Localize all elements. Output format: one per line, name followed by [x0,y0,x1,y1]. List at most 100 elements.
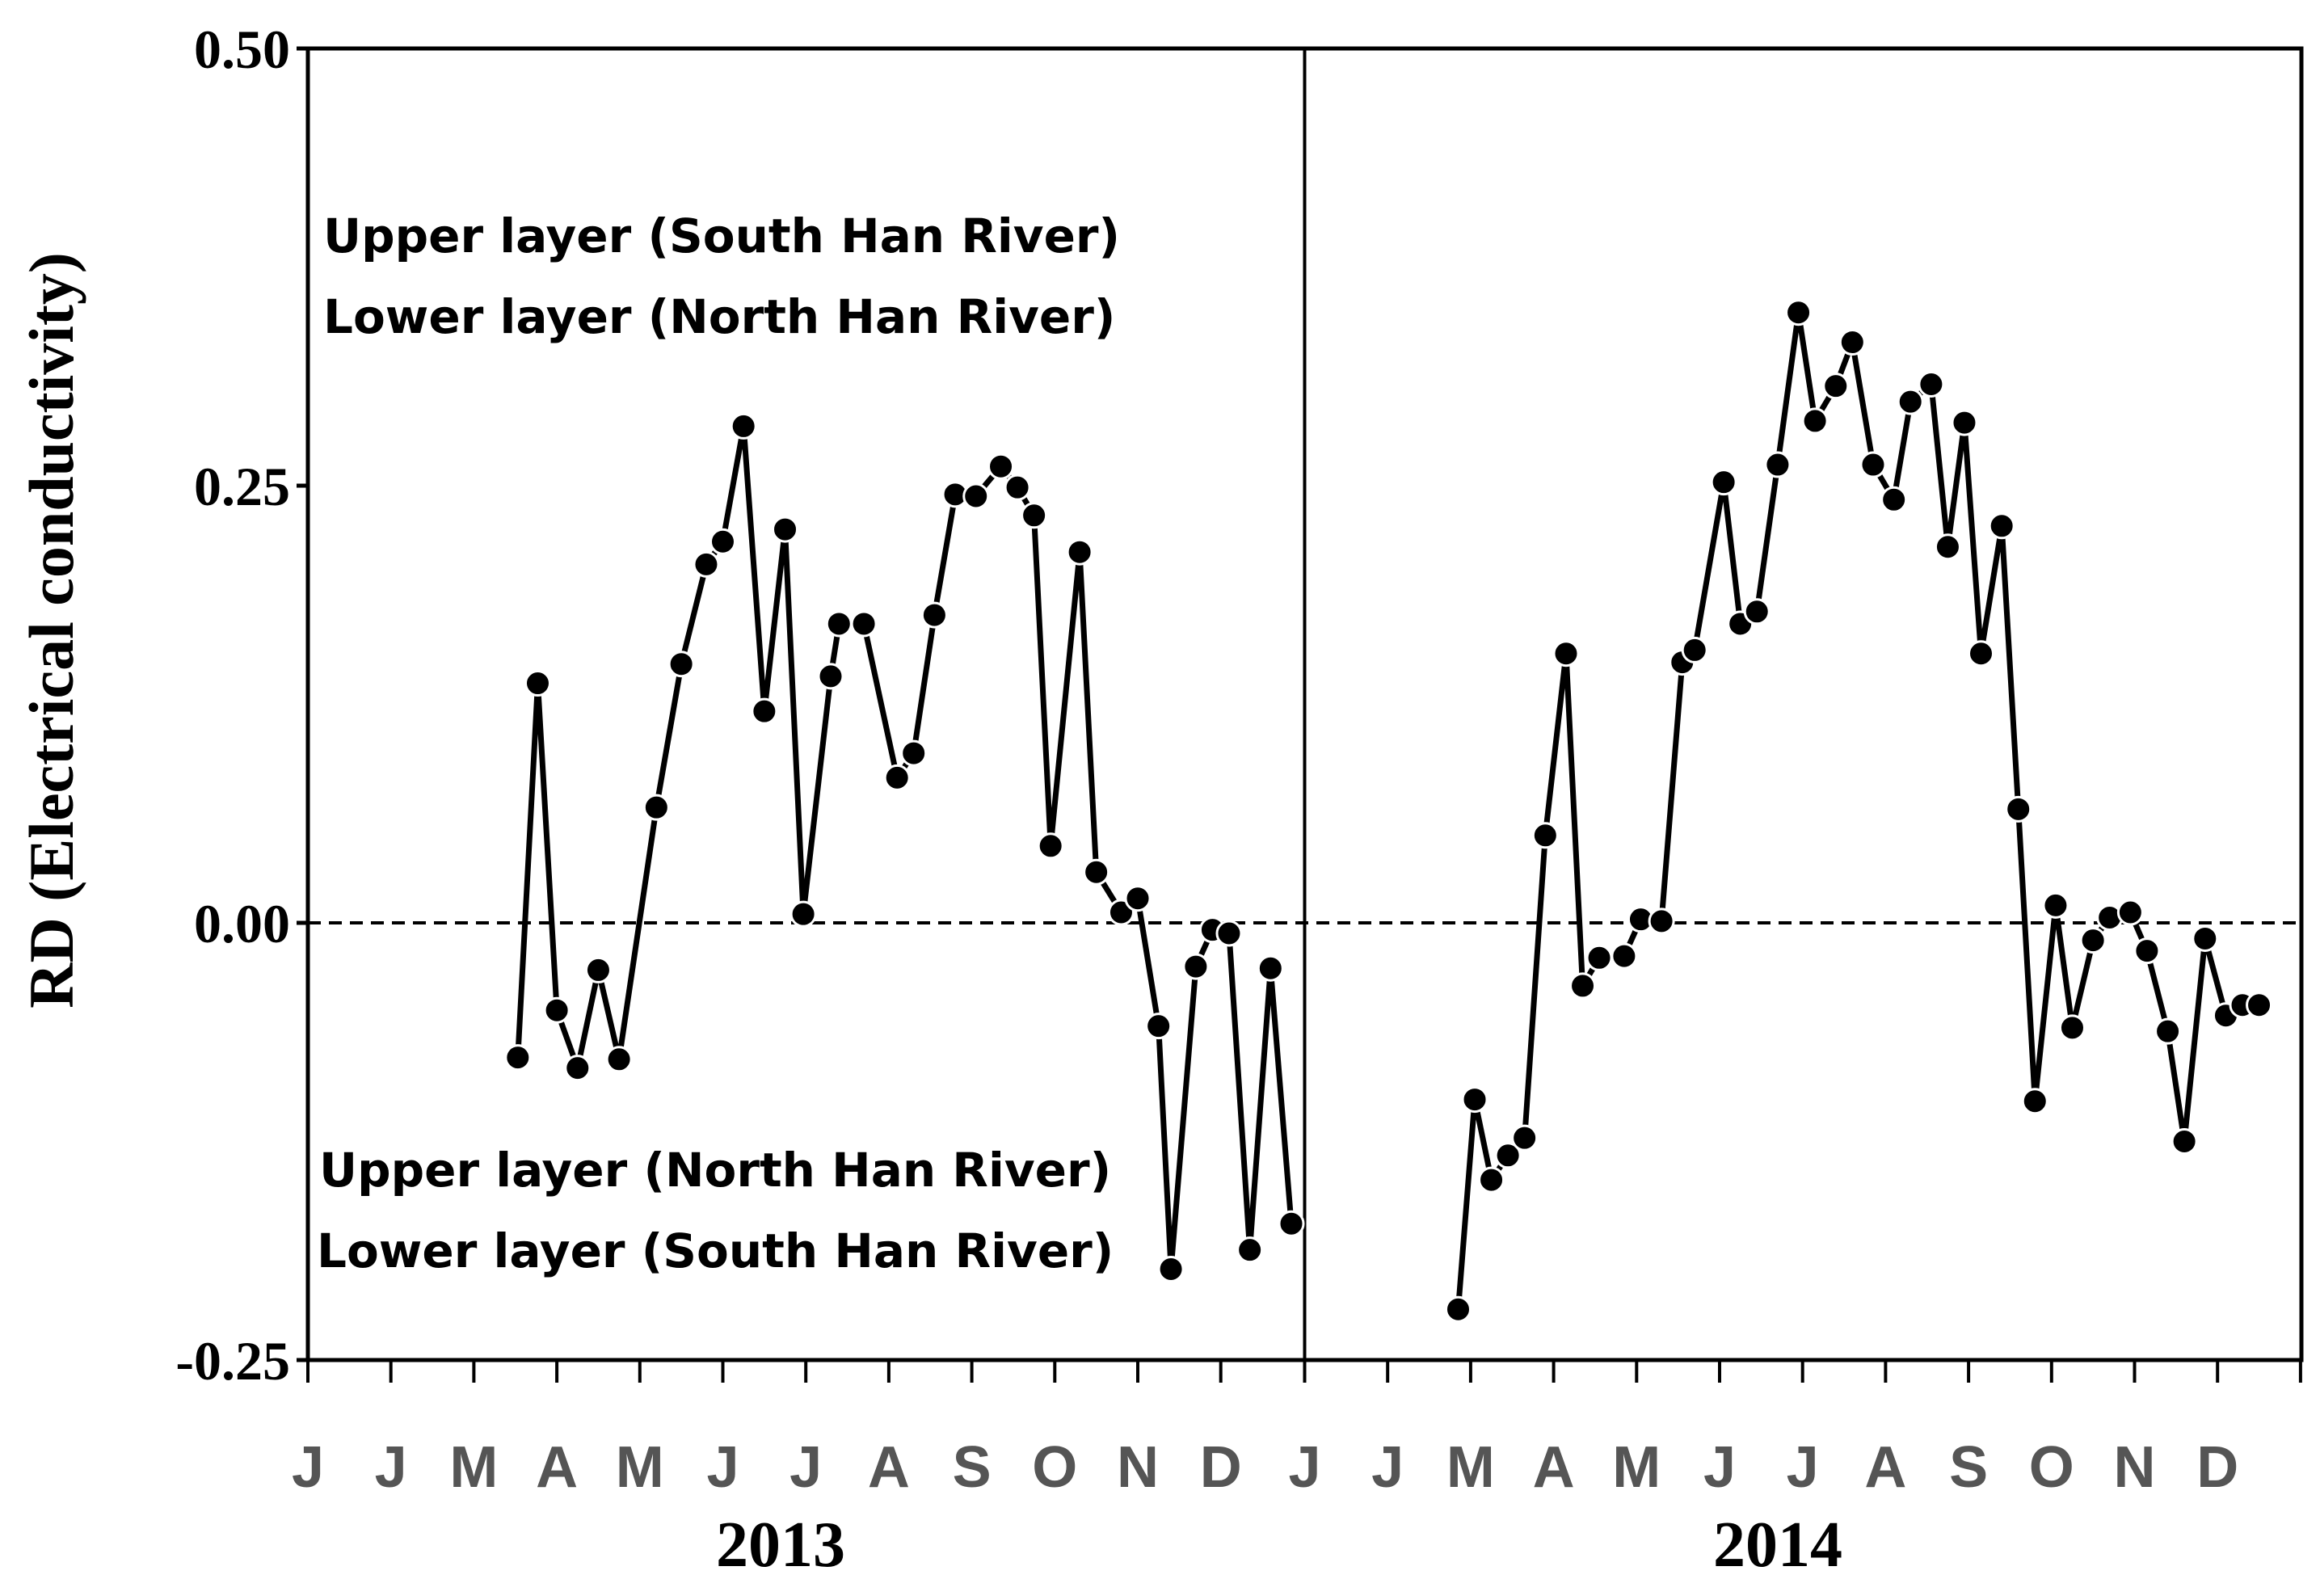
y-tick-label: -0.25 [175,1330,290,1392]
data-point-2013 [1083,858,1110,886]
data-point-2014 [2171,1128,2198,1155]
x-month-label: J [1371,1435,1404,1500]
data-point-2013 [1037,832,1064,860]
data-point-2013 [1236,1236,1264,1264]
data-point-2014 [2192,924,2219,952]
data-point-2013 [1004,474,1031,501]
data-point-2013 [1157,1255,1185,1282]
x-month-label: J [292,1435,324,1500]
data-point-2014 [1569,972,1597,1000]
data-point-2013 [504,1044,532,1072]
data-point-2014 [1710,469,1737,496]
year-label-2014: 2014 [1713,1510,1842,1581]
data-point-2014 [1951,409,1978,436]
data-point-2013 [920,601,948,629]
x-month-label: J [1703,1435,1736,1500]
data-point-2014 [1918,370,1945,398]
annotation-lower-line-2: Lower layer (South Han River) [317,1223,1114,1278]
data-point-2013 [900,739,928,767]
data-point-2013 [772,516,799,543]
data-point-2013 [883,764,911,791]
data-point-2014 [1743,598,1771,625]
data-point-2014 [2042,891,2069,919]
x-month-label: A [1864,1435,1906,1500]
data-point-2013 [1124,885,1152,912]
data-point-2013 [1257,954,1284,982]
y-tick-label: 0.25 [194,456,290,517]
data-point-2014 [1988,512,2015,540]
data-point-2014 [1785,299,1813,326]
data-point-2013 [543,996,571,1024]
data-point-2014 [1880,486,1908,513]
data-point-2014 [2021,1088,2048,1115]
data-point-2013 [642,794,670,821]
x-month-label: M [616,1435,664,1500]
data-point-2013 [789,900,817,928]
data-point-2014 [1531,822,1559,849]
data-point-2014 [1511,1124,1539,1152]
data-point-2014 [1859,451,1887,478]
data-point-2014 [2154,1017,2182,1045]
data-point-2013 [962,482,990,510]
x-month-label: N [2114,1435,2156,1500]
data-point-2013 [1278,1210,1305,1237]
x-month-label: A [536,1435,578,1500]
annotation-lower-line-1: Upper layer (North Han River) [319,1143,1111,1198]
axis-layer: 0.500.250.00-0.25J J M A M J J A S O N D J J M A M J J A S O N… [175,19,2302,1500]
data-point-2013 [1021,502,1048,529]
series-layer [504,299,2273,1323]
data-point-2013 [730,412,757,440]
x-month-label: N [1117,1435,1159,1500]
x-month-label: M [449,1435,498,1500]
data-point-2014 [1494,1142,1522,1169]
x-month-label: O [1032,1435,1077,1500]
x-month-label: A [868,1435,910,1500]
x-month-label: M [1612,1435,1661,1500]
data-point-2013 [1215,920,1243,947]
data-point-2014 [1552,640,1580,667]
data-point-2014 [2116,899,2144,926]
y-axis-label: RD (Electrical conductivity) [16,252,86,1009]
text-layer: RD (Electrical conductivity) Upper layer… [16,208,1842,1581]
data-point-2013 [850,610,878,638]
x-month-label: J [706,1435,739,1500]
data-point-2014 [1611,942,1638,970]
data-point-2014 [1934,533,1961,561]
data-point-2013 [987,453,1015,480]
x-month-label: M [1446,1435,1495,1500]
x-month-label: J [1787,1435,1819,1500]
x-month-label: J [1288,1435,1320,1500]
data-point-2014 [1838,329,1866,356]
data-point-2013 [825,610,853,638]
data-point-2014 [1585,944,1613,971]
data-point-2013 [751,697,778,725]
data-point-2014 [1968,640,1995,667]
y-tick-label: 0.00 [194,893,290,954]
y-tick-label: 0.50 [194,19,290,80]
x-month-label: O [2029,1435,2074,1500]
data-point-2014 [1764,451,1792,478]
data-point-2014 [1461,1086,1488,1114]
data-point-2014 [1801,407,1829,435]
data-point-2013 [709,528,736,555]
data-point-2013 [817,663,844,690]
series-line-2014 [1455,310,2259,1310]
data-point-2013 [524,670,551,697]
data-point-2013 [584,956,612,983]
x-month-label: S [1949,1435,1988,1500]
data-point-2014 [2079,927,2107,954]
x-month-label: A [1533,1435,1575,1500]
data-point-2014 [1444,1295,1472,1323]
x-month-label: J [375,1435,407,1500]
data-point-2014 [2058,1014,2086,1042]
data-point-2013 [667,651,695,678]
x-month-label: S [953,1435,992,1500]
data-point-2013 [1066,538,1093,566]
data-point-2014 [1478,1166,1505,1194]
data-point-2013 [605,1046,633,1073]
series-line-2013 [515,423,1295,1272]
data-point-2013 [693,550,720,578]
data-point-2013 [564,1055,592,1082]
data-point-2014 [1897,388,1924,415]
